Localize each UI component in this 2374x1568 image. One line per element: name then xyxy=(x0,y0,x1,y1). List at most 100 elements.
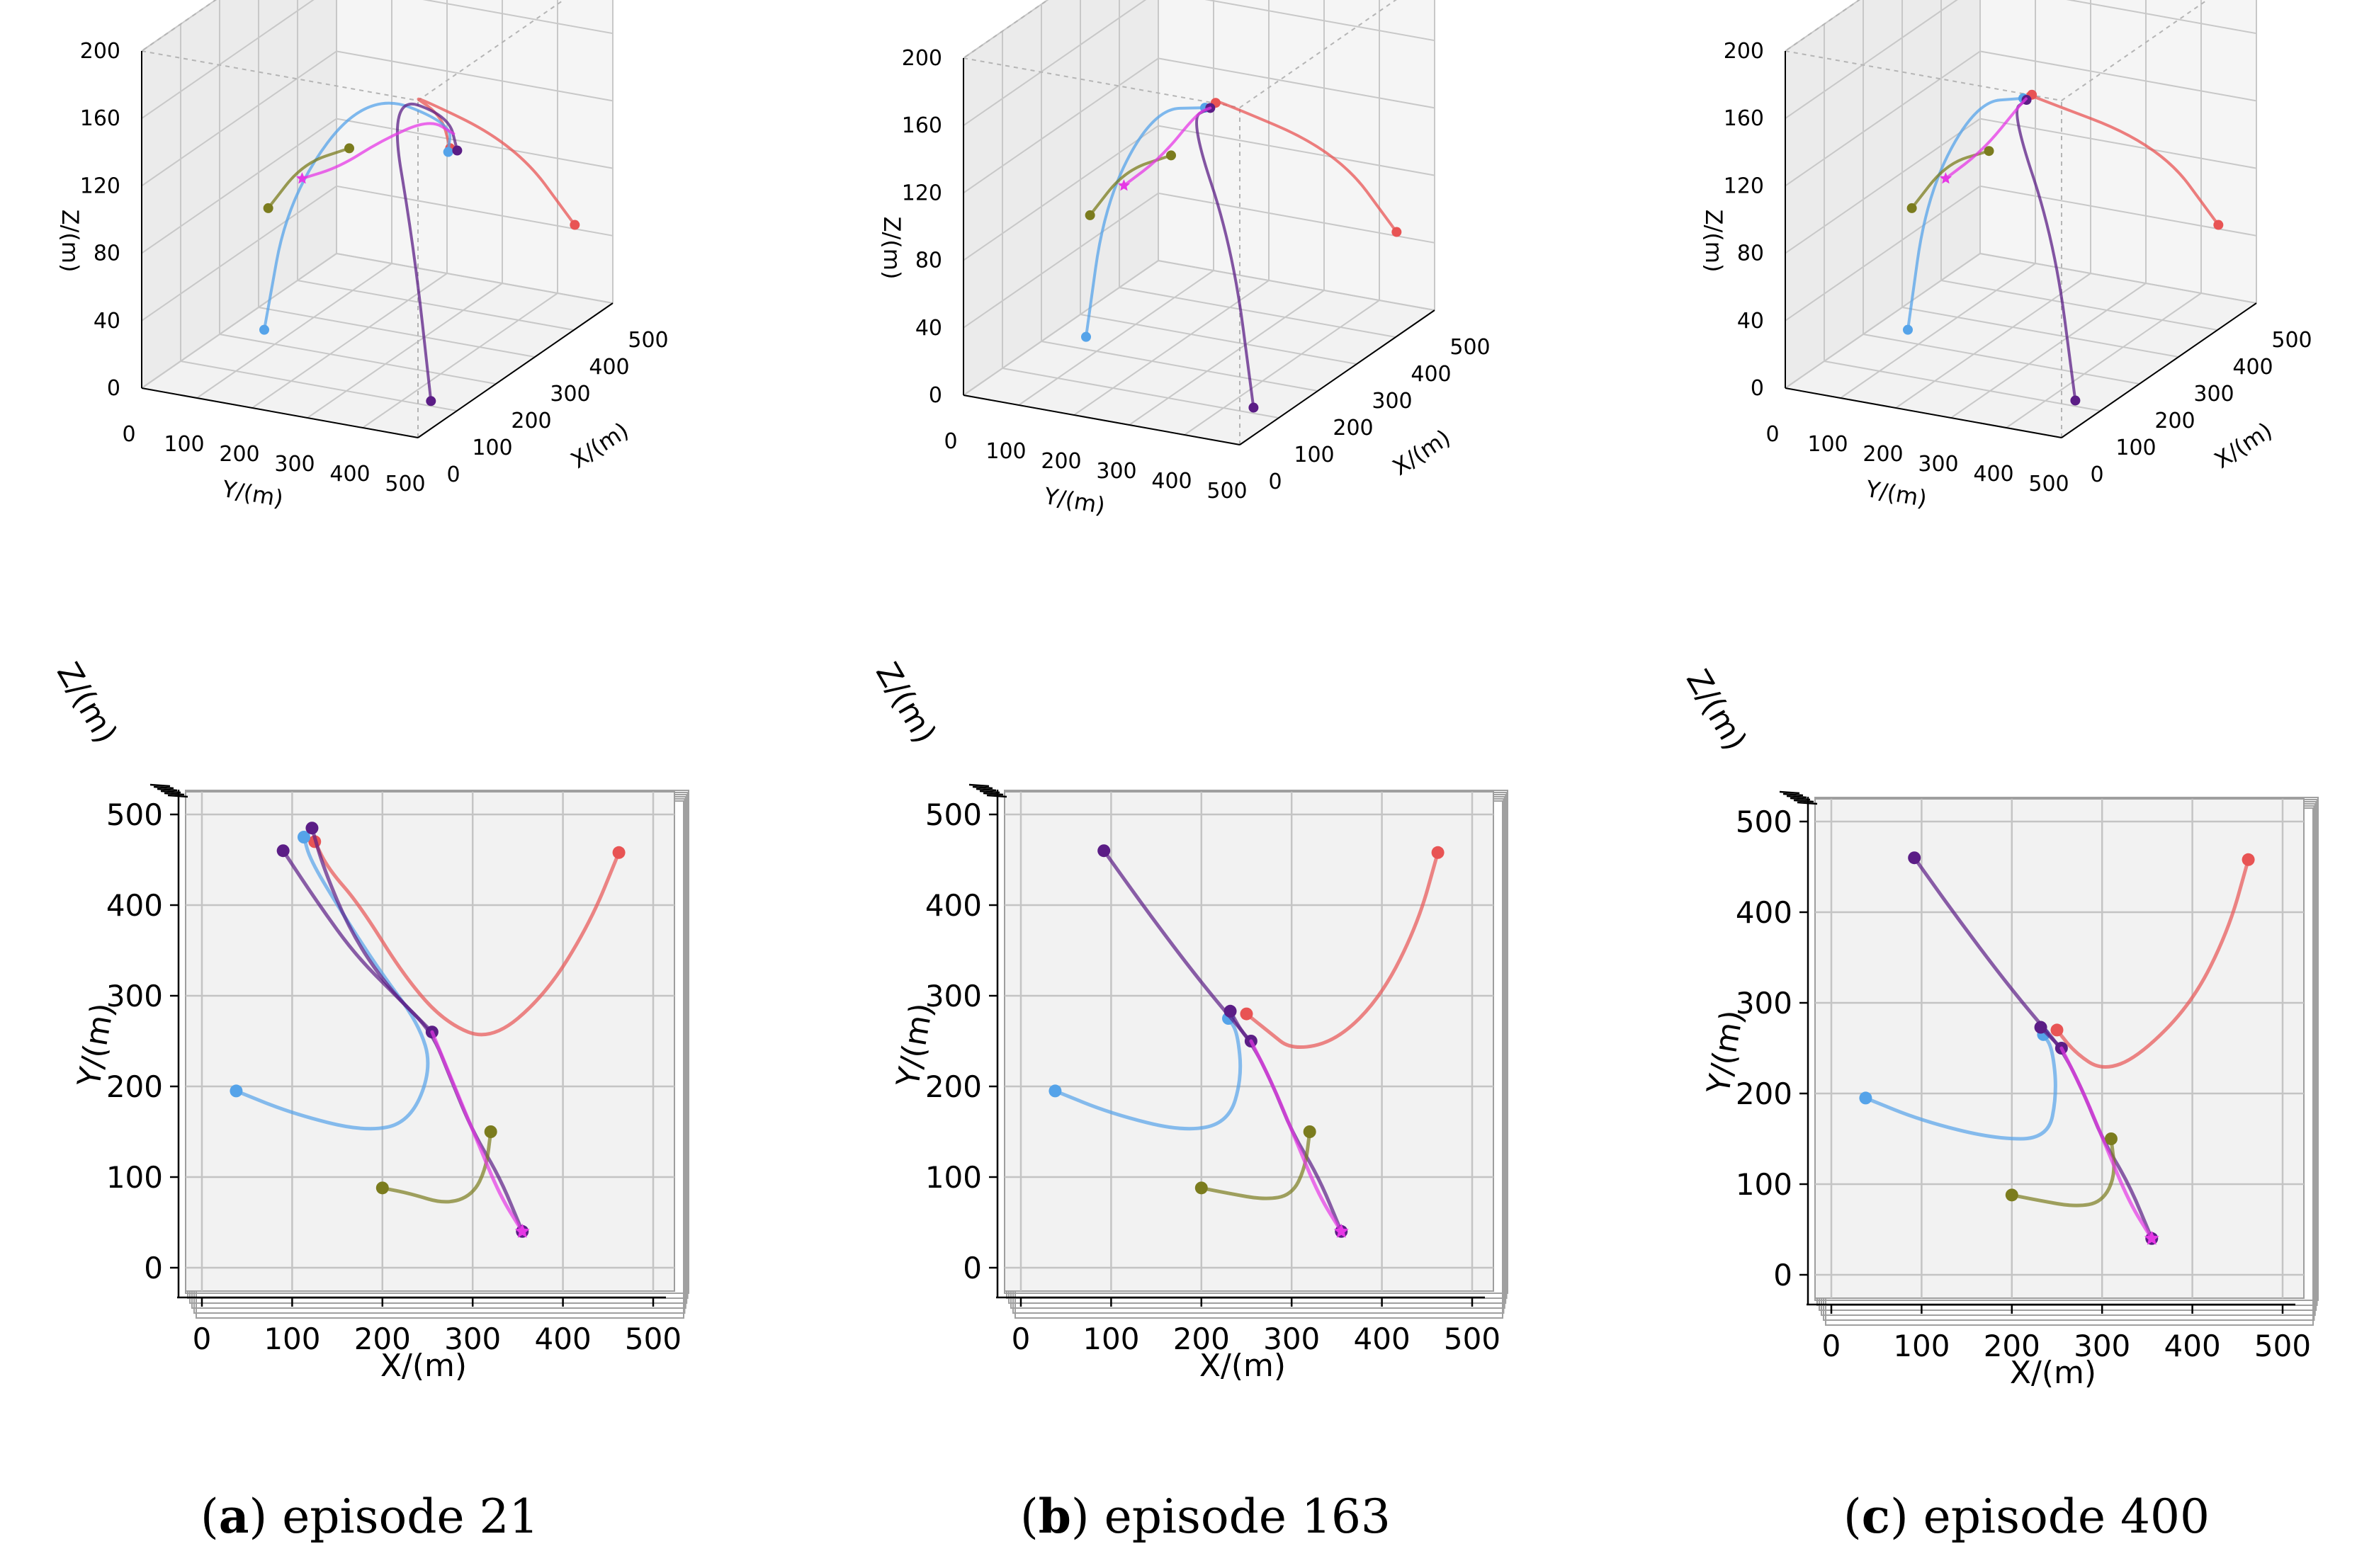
y-axis-line xyxy=(1785,387,2062,438)
grid-z xyxy=(1979,50,2257,102)
y-tick-label: 400 xyxy=(1151,469,1192,494)
x-tick-label: 400 xyxy=(1411,362,1451,387)
z-tick-label: 40 xyxy=(915,316,942,341)
y-tick-label: 300 xyxy=(1096,459,1136,484)
grid-z xyxy=(963,260,1159,396)
caption-a-text: episode 21 xyxy=(282,1489,538,1544)
grid-z xyxy=(1979,253,2257,304)
x-tick-label: 100 xyxy=(1893,1329,1950,1363)
trajectory-pursuer-2 xyxy=(1053,1016,1243,1131)
trajectory-pursuer-2 xyxy=(263,101,452,331)
x-tick-label: 200 xyxy=(2154,409,2195,433)
start-marker-pursuer-1 xyxy=(612,846,626,859)
grid-z xyxy=(141,50,337,187)
start-marker-pursuer-3 xyxy=(1097,844,1111,858)
grid-floor-y xyxy=(1129,290,1325,426)
y-tick-label: 400 xyxy=(1736,895,1792,930)
plot-area xyxy=(185,791,675,1292)
grid-z xyxy=(963,0,1147,127)
start-marker-pursuer-3b xyxy=(1223,1004,1237,1018)
pane-back-x xyxy=(337,0,613,303)
y-axis-line xyxy=(963,394,1240,445)
y-tick-label: 400 xyxy=(1973,462,2013,487)
z-tick-label: 120 xyxy=(80,174,120,198)
grid-z xyxy=(963,57,1159,194)
z-tick-label: 40 xyxy=(94,309,120,334)
trajectory-evader xyxy=(2059,1046,2154,1241)
grid-floor-x xyxy=(219,334,497,385)
x-tick-label: 400 xyxy=(2232,355,2273,380)
z-axis-label: Z/(m) xyxy=(869,657,943,749)
box-top xyxy=(140,0,565,102)
grid-floor-y xyxy=(1840,263,2036,399)
z-tick-label: 0 xyxy=(107,376,120,401)
trajectory-pursuer-3b xyxy=(310,826,434,1034)
grid-floor-x xyxy=(1863,334,2140,385)
start-marker-pursuer-1 xyxy=(1431,846,1445,859)
z-tick xyxy=(1797,801,1818,805)
y-tick-label: 100 xyxy=(106,1160,163,1195)
y-tick-label: 300 xyxy=(1918,452,1958,477)
z-tick-label: 160 xyxy=(1724,106,1764,131)
x-tick-label: 200 xyxy=(511,409,551,433)
x-tick-label: 400 xyxy=(535,1322,592,1356)
pane-floor xyxy=(1785,254,2256,438)
trajectory-pursuer-3 xyxy=(2016,98,2077,402)
z-tick xyxy=(157,788,178,792)
z-tick xyxy=(160,790,181,794)
pane-back-x xyxy=(1158,0,1435,310)
start-marker-pursuer-4 xyxy=(1085,210,1095,220)
y-tick-label: 200 xyxy=(925,1069,982,1104)
x-tick-label: 0 xyxy=(1822,1329,1841,1363)
grid-z xyxy=(336,185,614,237)
trajectory-pursuer-1 xyxy=(312,839,621,1037)
start-marker-pursuer-4 xyxy=(375,1181,389,1195)
grid-floor-y xyxy=(1184,300,1380,436)
grid-z xyxy=(1158,57,1435,109)
y-tick-label: 500 xyxy=(385,472,425,496)
end-marker-pursuer-1 xyxy=(1240,1007,1253,1021)
pane-back-y xyxy=(1785,0,1980,388)
evader-start-star xyxy=(1117,179,1130,191)
z-tick xyxy=(1786,795,1807,799)
grid-z xyxy=(1158,260,1435,311)
z-tick-label: 200 xyxy=(80,39,120,64)
z-axis-label: Z/(m) xyxy=(1700,210,1727,273)
grid-z xyxy=(141,253,337,389)
y-tick-label: 200 xyxy=(219,442,259,467)
y-tick-label: 200 xyxy=(1041,449,1081,474)
trajectory-evader xyxy=(1249,1039,1343,1234)
x-tick-label: 500 xyxy=(1444,1322,1500,1356)
x-tick-label: 500 xyxy=(1449,335,1490,360)
z-tick-label: 160 xyxy=(80,106,120,131)
z-tick-label: 160 xyxy=(902,113,942,138)
z-axis-label: Z/(m) xyxy=(878,217,905,280)
grid-z xyxy=(1979,118,2257,169)
x-tick-label: 0 xyxy=(193,1322,212,1356)
y-tick-label: 100 xyxy=(164,432,204,457)
grid-z xyxy=(1204,0,1435,42)
trajectory-pursuer-1 xyxy=(417,97,577,227)
caption-a-letter: a xyxy=(219,1489,249,1544)
pane-back-y xyxy=(142,0,337,388)
start-marker-pursuer-3b xyxy=(305,822,319,835)
pane-floor xyxy=(142,254,613,438)
grid-z xyxy=(141,0,315,120)
start-marker-pursuer-3b xyxy=(2034,1021,2047,1034)
y-tick-label: 0 xyxy=(944,429,957,454)
grid-floor-y xyxy=(1950,283,2147,419)
z-tick-label: 80 xyxy=(94,242,120,266)
z-tick xyxy=(1782,792,1804,797)
grid-z xyxy=(1785,118,1981,254)
grid-z xyxy=(1785,50,1981,187)
y-tick-label: 100 xyxy=(925,1160,982,1195)
grid-z xyxy=(1785,0,1958,120)
grid-floor-x xyxy=(1824,360,2101,411)
grid-z xyxy=(141,185,337,322)
y-axis-label: Y/(m) xyxy=(1863,475,1929,513)
x-tick-label: 100 xyxy=(472,436,512,460)
z-tick xyxy=(167,794,188,798)
